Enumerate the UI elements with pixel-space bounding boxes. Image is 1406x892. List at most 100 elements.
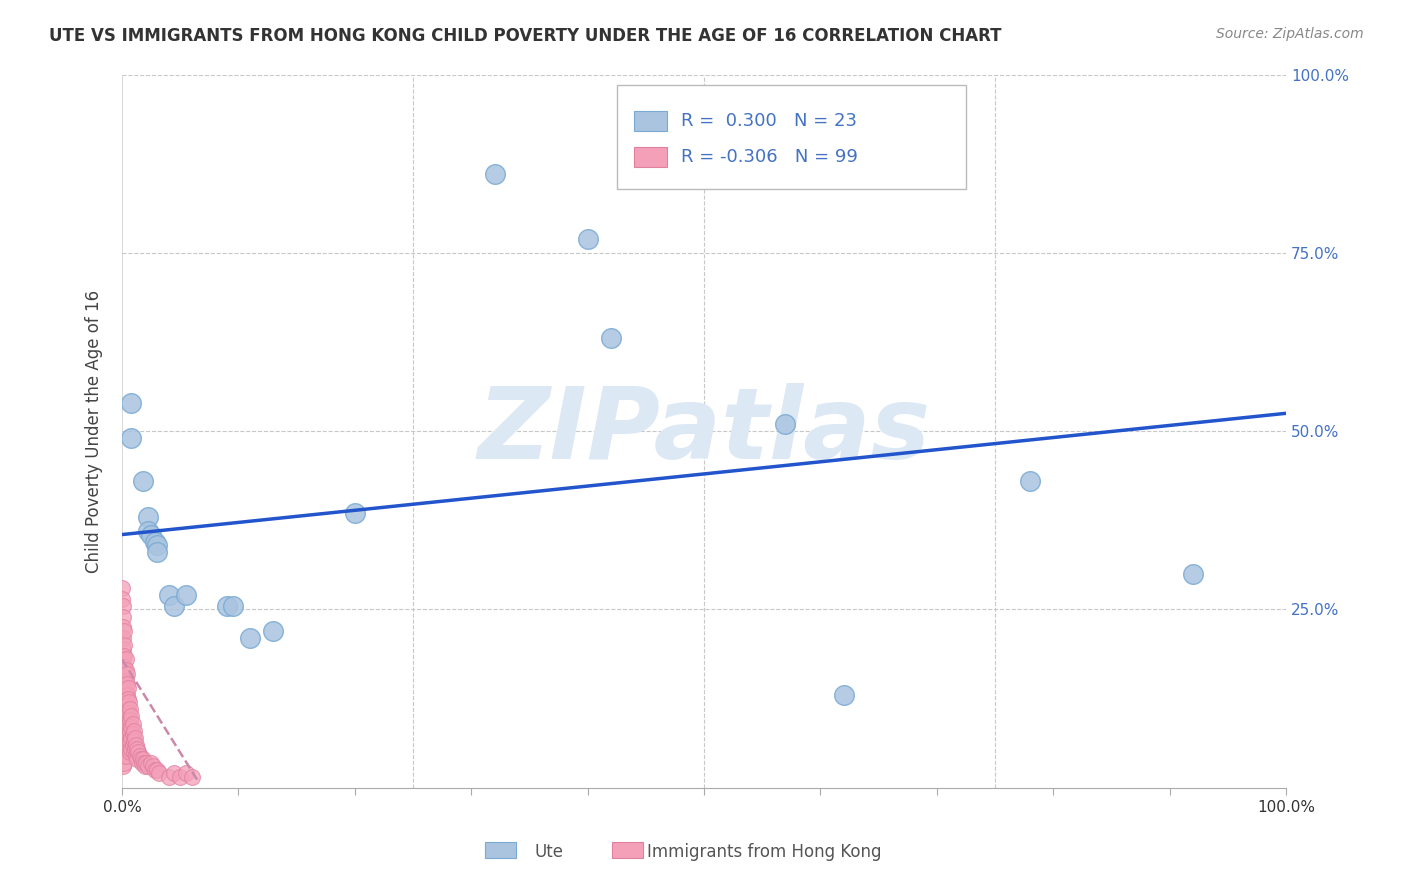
Point bbox=[118, 706, 141, 720]
Point bbox=[115, 688, 138, 702]
Point bbox=[112, 624, 135, 638]
Point bbox=[112, 609, 135, 624]
Point bbox=[121, 738, 143, 752]
Point bbox=[117, 702, 139, 716]
Point bbox=[136, 509, 159, 524]
Point bbox=[136, 524, 159, 538]
Point bbox=[484, 167, 506, 181]
Point bbox=[143, 534, 166, 549]
Point bbox=[111, 581, 134, 595]
Point bbox=[135, 756, 157, 770]
Point bbox=[112, 691, 135, 706]
Point bbox=[215, 599, 238, 613]
Point bbox=[131, 756, 153, 770]
Point bbox=[112, 620, 135, 634]
Text: R =  0.300   N = 23: R = 0.300 N = 23 bbox=[681, 112, 856, 130]
Point bbox=[112, 631, 135, 645]
Point bbox=[132, 752, 155, 766]
Point bbox=[141, 527, 163, 541]
Point bbox=[148, 766, 170, 780]
Point bbox=[146, 763, 169, 777]
Text: ZIPatlas: ZIPatlas bbox=[478, 383, 931, 480]
Point bbox=[115, 720, 138, 734]
Point bbox=[117, 681, 139, 695]
Point bbox=[117, 691, 139, 706]
Point bbox=[112, 684, 135, 698]
Point bbox=[128, 748, 150, 763]
Point bbox=[157, 588, 180, 602]
Point bbox=[117, 723, 139, 738]
Point bbox=[112, 648, 135, 663]
Point bbox=[1019, 474, 1042, 488]
Point bbox=[112, 716, 135, 731]
Point bbox=[112, 652, 135, 666]
Point bbox=[112, 706, 135, 720]
Point bbox=[117, 713, 139, 727]
Point bbox=[120, 741, 142, 756]
Point bbox=[120, 720, 142, 734]
Point bbox=[146, 538, 169, 552]
Point bbox=[125, 738, 148, 752]
Point bbox=[120, 745, 142, 759]
FancyBboxPatch shape bbox=[634, 146, 666, 167]
Point bbox=[115, 677, 138, 691]
Point bbox=[112, 713, 135, 727]
Point bbox=[112, 599, 135, 613]
Point bbox=[112, 723, 135, 738]
Point bbox=[112, 663, 135, 677]
Point bbox=[127, 752, 149, 766]
Point bbox=[125, 748, 148, 763]
Point bbox=[118, 727, 141, 741]
FancyBboxPatch shape bbox=[634, 111, 666, 131]
Text: Ute: Ute bbox=[534, 843, 564, 861]
Point bbox=[117, 734, 139, 748]
Point bbox=[599, 331, 621, 345]
Point bbox=[127, 741, 149, 756]
Point bbox=[118, 695, 141, 709]
Point bbox=[120, 709, 142, 723]
FancyBboxPatch shape bbox=[617, 86, 966, 188]
Point bbox=[121, 727, 143, 741]
Point bbox=[122, 723, 145, 738]
Point bbox=[112, 695, 135, 709]
Point bbox=[120, 702, 142, 716]
Point bbox=[112, 702, 135, 716]
Point bbox=[239, 631, 262, 645]
Point bbox=[115, 666, 138, 681]
Point bbox=[112, 670, 135, 684]
Point bbox=[112, 673, 135, 688]
Point bbox=[114, 727, 136, 741]
Point bbox=[142, 759, 165, 773]
Point bbox=[120, 713, 142, 727]
Point bbox=[112, 745, 135, 759]
Point bbox=[121, 716, 143, 731]
Point bbox=[343, 506, 366, 520]
Point bbox=[112, 734, 135, 748]
Point bbox=[832, 688, 855, 702]
Point bbox=[262, 624, 284, 638]
Point bbox=[174, 766, 197, 780]
Point bbox=[136, 759, 159, 773]
Point bbox=[127, 745, 149, 759]
Point bbox=[114, 748, 136, 763]
Point bbox=[112, 756, 135, 770]
Y-axis label: Child Poverty Under the Age of 16: Child Poverty Under the Age of 16 bbox=[86, 290, 103, 573]
Point bbox=[141, 756, 163, 770]
Point bbox=[112, 727, 135, 741]
Text: Immigrants from Hong Kong: Immigrants from Hong Kong bbox=[647, 843, 882, 861]
Point bbox=[124, 731, 146, 745]
Text: Source: ZipAtlas.com: Source: ZipAtlas.com bbox=[1216, 27, 1364, 41]
Point bbox=[111, 591, 134, 606]
Point bbox=[118, 716, 141, 731]
Point bbox=[114, 706, 136, 720]
Point bbox=[120, 731, 142, 745]
Point bbox=[114, 673, 136, 688]
Point bbox=[157, 770, 180, 784]
Point bbox=[115, 731, 138, 745]
Point bbox=[180, 770, 202, 784]
Point bbox=[576, 231, 599, 245]
Point bbox=[120, 723, 142, 738]
Point bbox=[112, 759, 135, 773]
Point bbox=[114, 716, 136, 731]
Point bbox=[120, 734, 142, 748]
